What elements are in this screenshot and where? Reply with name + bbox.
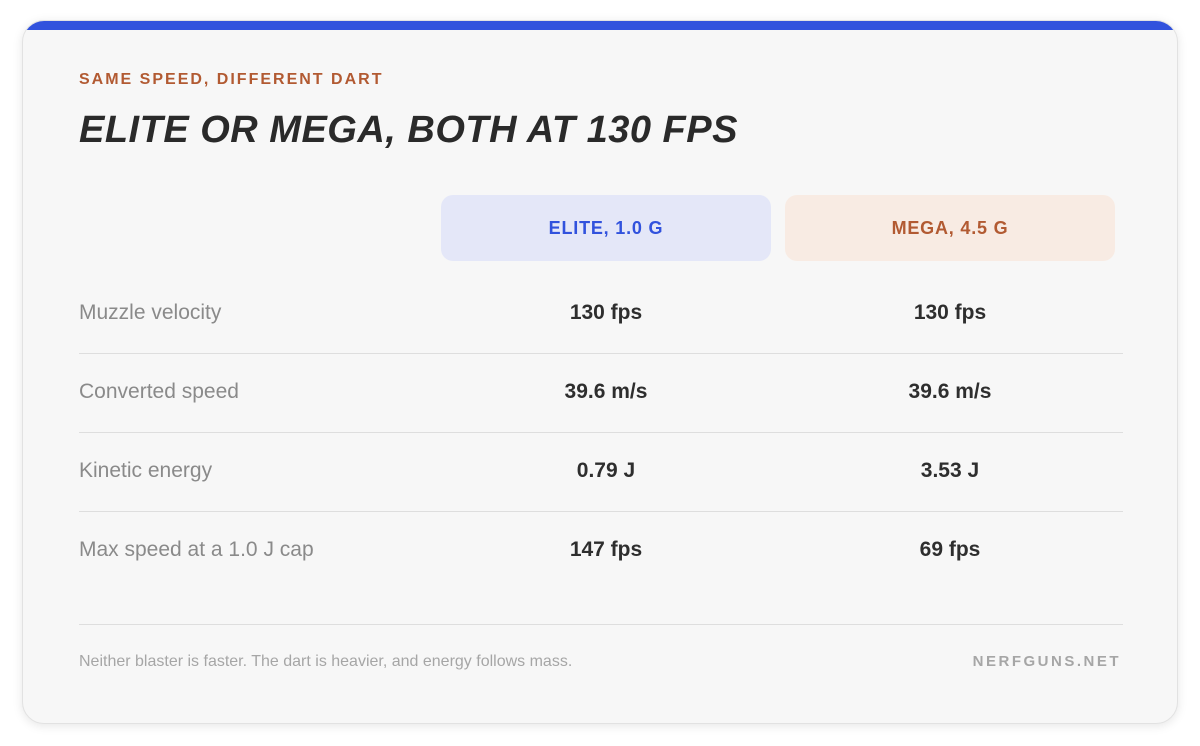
accent-bar (23, 21, 1177, 30)
row-label: Converted speed (79, 380, 239, 403)
table-row: Max speed at a 1.0 J cap 147 fps 69 fps (79, 512, 1123, 590)
table-row: Kinetic energy 0.79 J 3.53 J (79, 433, 1123, 512)
eyebrow: SAME SPEED, DIFFERENT DART (79, 71, 384, 88)
column-header-mega: MEGA, 4.5 G (785, 195, 1115, 261)
mega-value: 69 fps (919, 538, 981, 561)
elite-value: 147 fps (569, 538, 643, 561)
elite-value: 0.79 J (576, 459, 636, 482)
comparison-table: Muzzle velocity 130 fps 130 fps Converte… (79, 275, 1123, 590)
column-header-elite: ELITE, 1.0 G (441, 195, 771, 261)
elite-value: 130 fps (569, 301, 643, 324)
table-row: Converted speed 39.6 m/s 39.6 m/s (79, 354, 1123, 433)
mega-value: 39.6 m/s (908, 380, 992, 403)
comparison-card: SAME SPEED, DIFFERENT DART ELITE OR MEGA… (22, 20, 1178, 724)
elite-value: 39.6 m/s (564, 380, 648, 403)
mega-value: 130 fps (913, 301, 987, 324)
footnote: Neither blaster is faster. The dart is h… (79, 653, 573, 670)
card-title: ELITE OR MEGA, BOTH AT 130 FPS (79, 109, 738, 151)
row-label: Kinetic energy (79, 459, 213, 482)
row-label: Muzzle velocity (79, 301, 222, 324)
footer-divider (79, 624, 1123, 625)
mega-value: 3.53 J (920, 459, 980, 482)
site-credit: NERFGUNS.NET (972, 653, 1121, 670)
table-row: Muzzle velocity 130 fps 130 fps (79, 275, 1123, 354)
row-label: Max speed at a 1.0 J cap (79, 538, 314, 561)
